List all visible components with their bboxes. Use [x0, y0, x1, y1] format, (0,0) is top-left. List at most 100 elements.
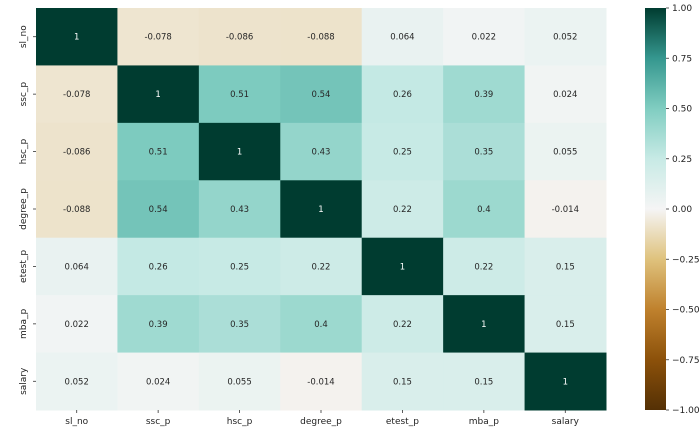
heatmap-cell-etest_p-salary: [524, 237, 607, 296]
y-tick-label: hsc_p: [19, 139, 29, 165]
heatmap-cell-ssc_p-hsc_p: [198, 65, 281, 124]
y-tick-label: degree_p: [19, 188, 29, 230]
heatmap-cell-etest_p-mba_p: [443, 237, 526, 296]
cell-value-label: 0.15: [474, 377, 493, 387]
x-tick-label: mba_p: [469, 417, 499, 427]
heatmap-cell-sl_no-salary: [524, 8, 607, 66]
x-tick-label: etest_p: [386, 417, 419, 427]
cell-value-label: 0.15: [393, 377, 412, 387]
x-tick-label: sl_no: [65, 417, 88, 427]
cell-value-label: 0.22: [393, 320, 412, 330]
colorbar-tick-label: 0.50: [672, 105, 692, 115]
colorbar-tick-label: −0.75: [672, 356, 700, 366]
cell-value-label: 0.25: [393, 148, 412, 158]
cell-value-label: 1: [155, 90, 160, 100]
heatmap-cell-hsc_p-hsc_p: [198, 122, 281, 181]
heatmap-cell-ssc_p-degree_p: [280, 65, 363, 124]
colorbar-tick-label: 0.00: [672, 205, 692, 215]
heatmap-cell-salary-mba_p: [443, 352, 526, 411]
cell-value-label: 0.022: [65, 320, 89, 330]
x-tick-label: salary: [552, 417, 580, 427]
cell-value-label: 0.055: [227, 377, 251, 387]
heatmap-cell-etest_p-etest_p: [361, 237, 444, 296]
x-tick-label: degree_p: [300, 417, 342, 427]
heatmap-cell-etest_p-degree_p: [280, 237, 363, 296]
heatmap-cell-salary-etest_p: [361, 352, 444, 411]
heatmap-cell-hsc_p-etest_p: [361, 122, 444, 181]
heatmap-cell-salary-sl_no: [36, 352, 118, 411]
cell-value-label: 0.22: [312, 262, 331, 272]
colorbar-tick-label: −0.25: [672, 255, 700, 265]
cell-value-label: 0.22: [393, 205, 412, 215]
cell-value-label: 0.54: [312, 90, 331, 100]
heatmap-cell-mba_p-etest_p: [361, 295, 444, 354]
y-tick-label: etest_p: [19, 250, 29, 283]
heatmap-cell-mba_p-degree_p: [280, 295, 363, 354]
y-tick-label: ssc_p: [19, 82, 29, 107]
heatmap-cell-mba_p-mba_p: [443, 295, 526, 354]
heatmap-cell-sl_no-sl_no: [36, 8, 118, 66]
heatmap-cell-salary-salary: [524, 352, 607, 411]
y-tick-label: sl_no: [19, 25, 29, 48]
cell-value-label: 0.43: [312, 148, 331, 158]
cell-value-label: 0.54: [149, 205, 168, 215]
x-tick-label: hsc_p: [227, 417, 253, 427]
heatmap-cell-ssc_p-salary: [524, 65, 607, 124]
cell-value-label: 0.064: [65, 262, 89, 272]
x-tick-label: ssc_p: [146, 417, 171, 427]
heatmap-cell-salary-ssc_p: [117, 352, 200, 411]
cell-value-label: 0.022: [472, 33, 496, 43]
cell-value-label: 0.39: [474, 90, 493, 100]
cell-value-label: 1: [74, 33, 79, 43]
y-tick-label: salary: [19, 367, 29, 395]
heatmap-cell-hsc_p-mba_p: [443, 122, 526, 181]
cell-value-label: 1: [400, 262, 405, 272]
colorbar-tick-label: 0.75: [672, 54, 692, 64]
heatmap-cell-etest_p-hsc_p: [198, 237, 281, 296]
heatmap-cell-degree_p-sl_no: [36, 180, 118, 239]
heatmap-cell-degree_p-degree_p: [280, 180, 363, 239]
cell-value-label: 0.26: [393, 90, 412, 100]
cell-value-label: 0.052: [553, 33, 577, 43]
colorbar-tick-label: 0.25: [672, 155, 692, 165]
heatmap-cell-etest_p-sl_no: [36, 237, 118, 296]
cell-value-label: 0.064: [390, 33, 414, 43]
cell-value-label: 0.4: [477, 205, 491, 215]
cell-value-label: 0.15: [556, 320, 575, 330]
cell-value-label: -0.086: [63, 148, 90, 158]
heatmap-cell-etest_p-ssc_p: [117, 237, 200, 296]
heatmap-cell-degree_p-etest_p: [361, 180, 444, 239]
heatmap-cell-hsc_p-sl_no: [36, 122, 118, 181]
cell-value-label: 0.15: [556, 262, 575, 272]
heatmap-cell-salary-degree_p: [280, 352, 363, 411]
cell-value-label: -0.088: [63, 205, 90, 215]
cell-value-label: -0.078: [63, 90, 90, 100]
cell-value-label: 0.26: [149, 262, 168, 272]
cell-value-label: -0.078: [144, 33, 171, 43]
cell-value-label: 0.024: [146, 377, 170, 387]
cell-value-label: 0.22: [474, 262, 493, 272]
heatmap-cell-degree_p-ssc_p: [117, 180, 200, 239]
heatmap-cell-sl_no-ssc_p: [117, 8, 200, 66]
cell-value-label: 0.052: [65, 377, 89, 387]
heatmap-cell-hsc_p-ssc_p: [117, 122, 200, 181]
heatmap-cell-mba_p-ssc_p: [117, 295, 200, 354]
heatmap-cell-sl_no-degree_p: [280, 8, 363, 66]
heatmap-cell-hsc_p-salary: [524, 122, 607, 181]
heatmap-cell-sl_no-mba_p: [443, 8, 526, 66]
cell-value-label: 0.25: [230, 262, 249, 272]
cell-value-label: 0.43: [230, 205, 249, 215]
heatmap-cell-ssc_p-ssc_p: [117, 65, 200, 124]
colorbar-tick-label: −0.50: [672, 306, 700, 316]
cell-value-label: 1: [237, 148, 242, 158]
cell-value-label: 0.35: [474, 148, 493, 158]
heatmap-cell-ssc_p-mba_p: [443, 65, 526, 124]
heatmap-cell-ssc_p-sl_no: [36, 65, 118, 124]
heatmap-cell-mba_p-sl_no: [36, 295, 118, 354]
cell-value-label: 1: [481, 320, 486, 330]
cell-value-label: 1: [318, 205, 323, 215]
y-tick-label: mba_p: [19, 308, 29, 338]
cell-value-label: 0.39: [149, 320, 168, 330]
cell-value-label: 0.51: [149, 148, 168, 158]
heatmap-cell-ssc_p-etest_p: [361, 65, 444, 124]
